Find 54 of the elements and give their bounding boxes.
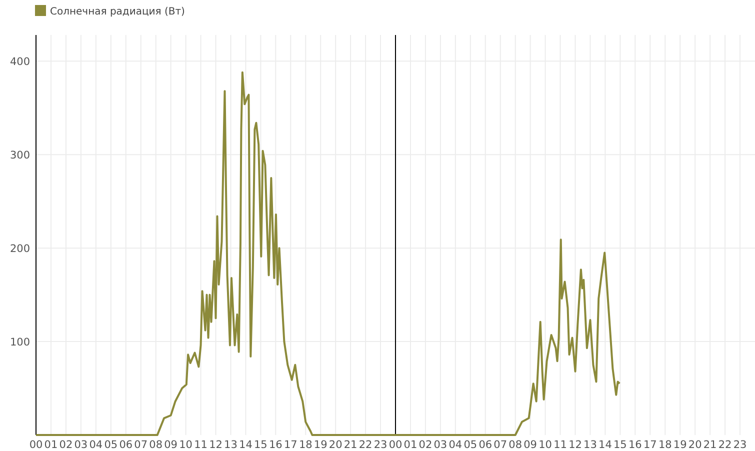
x-tick-label: 20	[328, 439, 342, 451]
x-tick-label: 08	[508, 439, 522, 451]
x-tick-label: 15	[614, 439, 627, 451]
x-tick-label: 17	[284, 439, 298, 451]
x-tick-label: 14	[598, 439, 612, 451]
x-tick-label: 21	[344, 439, 358, 451]
line-series	[35, 71, 621, 436]
x-tick-label: 17	[643, 439, 657, 451]
x-tick-label: 18	[298, 439, 312, 451]
x-tick-label: 18	[658, 439, 672, 451]
x-tick-label: 08	[149, 439, 163, 451]
x-tick-label: 09	[164, 439, 178, 451]
x-tick-label: 10	[538, 439, 552, 451]
x-tick-label: 22	[358, 439, 372, 451]
x-tick-label: 05	[464, 439, 478, 451]
x-tick-label: 13	[584, 439, 597, 451]
x-tick-label: 12	[568, 439, 582, 451]
x-tick-label: 21	[703, 439, 717, 451]
x-tick-label: 13	[224, 439, 238, 451]
x-tick-label: 02	[418, 439, 432, 451]
x-tick-label: 23	[374, 439, 388, 451]
x-tick-label: 05	[104, 439, 118, 451]
y-tick-label: 400	[10, 56, 30, 68]
x-tick-label: 23	[733, 439, 747, 451]
x-tick-label: 12	[209, 439, 222, 451]
x-tick-label: 22	[718, 439, 732, 451]
x-tick-label: 03	[74, 439, 88, 451]
y-tick-label: 100	[10, 336, 30, 349]
x-tick-label: 11	[554, 439, 567, 451]
x-tick-label: 16	[628, 439, 642, 451]
x-tick-label: 01	[404, 439, 418, 451]
x-tick-label: 04	[89, 439, 103, 451]
x-tick-label: 02	[59, 439, 73, 451]
x-tick-label: 06	[478, 439, 492, 451]
x-tick-label: 01	[44, 439, 58, 451]
x-tick-label: 07	[494, 439, 508, 451]
x-tick-label: 16	[268, 439, 283, 451]
x-tick-label: 09	[524, 439, 537, 451]
x-tick-label: 11	[194, 439, 208, 451]
x-tick-label: 03	[434, 439, 448, 451]
x-tick-label: 15	[254, 439, 268, 451]
y-tick-label: 200	[10, 243, 30, 256]
x-tick-label: 20	[688, 439, 702, 451]
x-tick-label: 00	[388, 439, 402, 451]
x-tick-label: 04	[448, 439, 462, 451]
x-tick-label: 19	[314, 439, 328, 451]
x-tick-label: 06	[119, 439, 133, 451]
x-tick-label: 00	[29, 439, 43, 451]
x-tick-label: 14	[239, 439, 253, 451]
x-tick-label: 07	[134, 439, 148, 451]
legend-label: Солнечная радиация (Вт)	[50, 6, 186, 18]
x-tick-label: 19	[673, 439, 687, 451]
x-tick-label: 10	[179, 439, 192, 451]
y-tick-label: 300	[10, 150, 30, 162]
